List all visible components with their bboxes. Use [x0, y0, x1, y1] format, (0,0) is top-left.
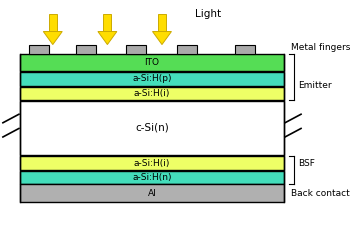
Text: a-Si:H(p): a-Si:H(p) — [132, 74, 172, 83]
Text: Back contact: Back contact — [291, 189, 350, 198]
Text: BSF: BSF — [298, 159, 315, 168]
Text: Emitter: Emitter — [298, 81, 332, 90]
Polygon shape — [98, 32, 117, 45]
Bar — [20, 184, 284, 202]
Bar — [20, 87, 284, 100]
Text: a-Si:H(i): a-Si:H(i) — [134, 159, 170, 168]
Bar — [20, 72, 284, 86]
Bar — [20, 54, 284, 71]
Text: Metal fingers: Metal fingers — [291, 43, 351, 52]
Bar — [76, 45, 96, 54]
Bar — [20, 101, 284, 155]
Bar — [20, 171, 284, 184]
Bar — [49, 14, 57, 32]
Bar — [103, 14, 111, 32]
Text: a-Si:H(n): a-Si:H(n) — [132, 173, 172, 182]
Text: Light: Light — [195, 9, 221, 19]
Bar — [235, 45, 255, 54]
Bar — [20, 156, 284, 170]
Text: c-Si(n): c-Si(n) — [135, 123, 169, 133]
Polygon shape — [153, 32, 171, 45]
Bar — [158, 14, 166, 32]
Text: a-Si:H(i): a-Si:H(i) — [134, 89, 170, 98]
Text: ITO: ITO — [145, 58, 159, 67]
Text: Al: Al — [147, 189, 157, 198]
Bar — [126, 45, 146, 54]
Polygon shape — [43, 32, 62, 45]
Bar — [29, 45, 49, 54]
Bar — [177, 45, 197, 54]
